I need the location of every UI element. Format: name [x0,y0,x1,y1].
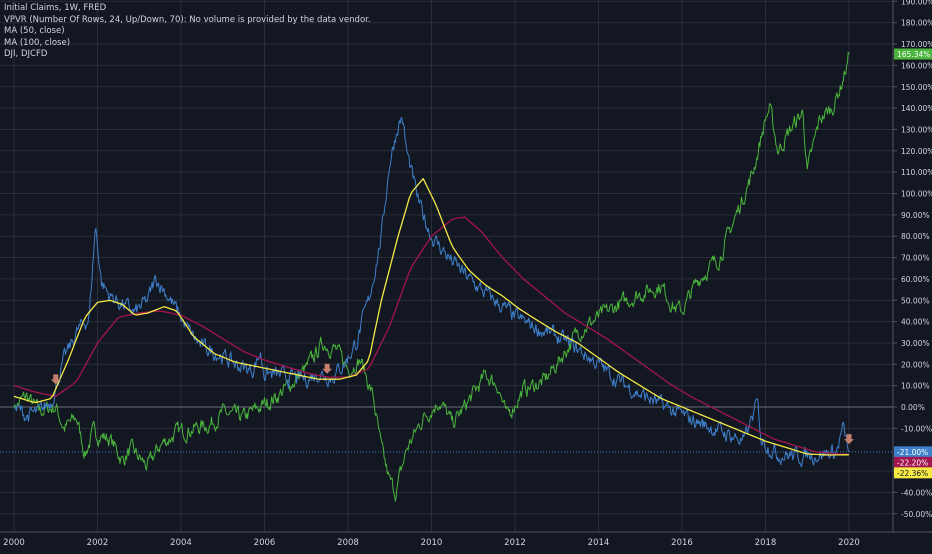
series-line-claims[interactable] [14,117,850,468]
last-value-badge-dji [894,48,932,60]
y-tick-label: 70.00% [901,254,930,263]
y-tick-label: 60.00% [901,275,930,284]
x-tick-label: 2014 [588,538,610,548]
x-tick-label: 2004 [170,538,192,548]
last-value-text-ma50: -22.36% [897,469,928,478]
y-tick-label: 80.00% [901,232,930,241]
y-tick-label: -10.00% [901,424,932,433]
y-tick-label: 40.00% [901,318,930,327]
x-tick-label: 2008 [337,538,359,548]
y-tick-label: 190.00% [901,0,932,6]
x-tick-label: 2000 [3,538,25,548]
y-tick-label: 130.00% [901,125,932,134]
legend-ma100[interactable]: MA (100, close) [4,37,71,48]
y-tick-label: 120.00% [901,147,932,156]
y-tick-label: 10.00% [901,382,930,391]
x-tick-label: 2006 [254,538,276,548]
last-value-text-claims: -21.00% [897,448,928,457]
last-value-badge-ma100 [894,456,932,468]
y-tick-label: 170.00% [901,40,932,49]
x-tick-label: 2020 [838,538,860,548]
y-tick-label: 30.00% [901,339,930,348]
y-tick-label: 100.00% [901,190,932,199]
last-value-text-dji: 165.34% [897,50,930,59]
y-tick-label: 140.00% [901,104,932,113]
series-line-ma100[interactable] [13,216,850,456]
x-tick-label: 2016 [671,538,693,548]
y-tick-label: 90.00% [901,211,930,220]
last-value-badge-claims [894,446,932,458]
chart-legend: Initial Claims, 1W, FRED VPVR (Number Of… [4,3,371,61]
y-tick-label: 0.00% [901,403,925,412]
y-tick-label: 180.00% [901,19,932,28]
series-line-dji[interactable] [13,51,850,502]
legend-title[interactable]: Initial Claims, 1W, FRED [4,3,107,13]
y-tick-label: -50.00% [901,510,932,519]
y-tick-label: 50.00% [901,296,930,305]
x-tick-label: 2002 [87,538,109,548]
y-tick-label: 110.00% [901,168,932,177]
y-tick-label: 160.00% [901,61,932,70]
x-tick-label: 2018 [755,538,777,548]
arrow-down-marker[interactable] [844,434,854,445]
y-tick-label: 150.00% [901,83,932,92]
arrow-down-marker[interactable] [322,363,333,374]
x-tick-label: 2012 [504,538,526,548]
last-value-badge-ma50 [894,467,932,479]
last-value-text-ma100: -22.20% [897,458,928,467]
legend-dji[interactable]: DJI, DJCFD [4,49,48,59]
series-line-ma50[interactable] [13,177,850,456]
x-tick-label: 2010 [421,538,443,548]
legend-vpvr[interactable]: VPVR (Number Of Rows, 24, Up/Down, 70): … [4,14,371,25]
y-tick-label: 20.00% [901,360,930,369]
legend-ma50[interactable]: MA (50, close) [4,26,65,36]
y-tick-label: -40.00% [901,488,932,497]
arrow-down-marker[interactable] [50,374,61,385]
